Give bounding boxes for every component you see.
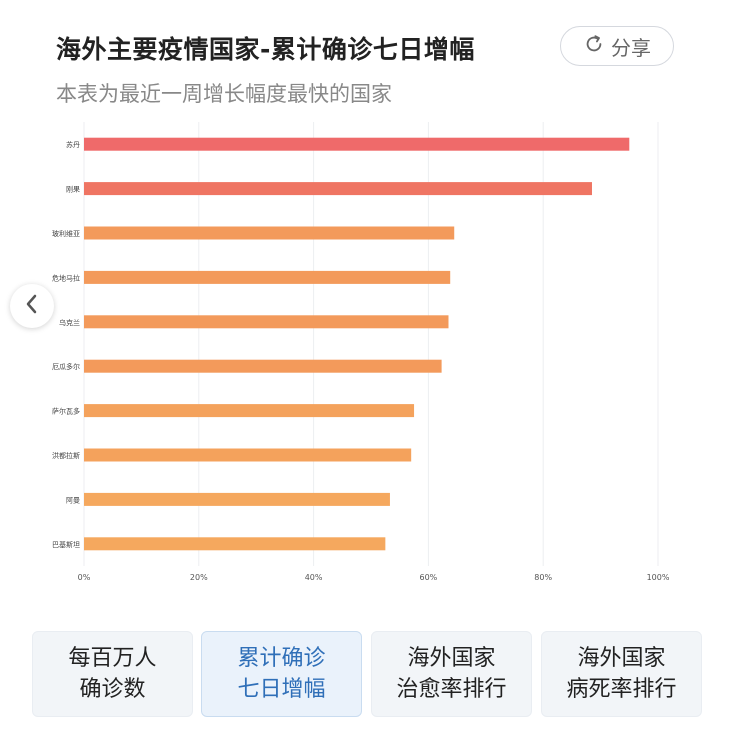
y-category-label: 乌克兰 — [59, 318, 80, 327]
bar-8[interactable] — [84, 492, 390, 506]
chevron-left-icon — [23, 293, 41, 319]
chart-tabs: 每百万人 确诊数 累计确诊 七日增幅 海外国家 治愈率排行 海外国家 病死率排行 — [32, 631, 702, 717]
tab-label-line2: 七日增幅 — [237, 677, 326, 702]
x-tick-label: 20% — [190, 573, 208, 582]
tab-label-line2: 治愈率排行 — [396, 677, 507, 702]
tab-label-line1: 累计确诊 — [237, 646, 326, 671]
tab-fatality-rate-ranking[interactable]: 海外国家 病死率排行 — [541, 631, 702, 717]
tab-label-line2: 病死率排行 — [566, 677, 677, 702]
tab-cases-per-million[interactable]: 每百万人 确诊数 — [32, 631, 193, 717]
tab-label-line1: 海外国家 — [577, 646, 666, 671]
x-tick-label: 40% — [305, 573, 323, 582]
chart-card — [32, 10, 702, 606]
y-category-label: 刚果 — [66, 185, 80, 194]
bar-chart: 0% 20% 40% 60% 80% 100% 苏丹刚果玻利维亚危地马拉乌克兰厄瓜多尔萨尔瓦… — [40, 118, 680, 588]
bar-2[interactable] — [84, 226, 455, 240]
page-title: 海外主要疫情国家-累计确诊七日增幅 — [56, 35, 475, 64]
bar-1[interactable] — [84, 182, 592, 196]
x-tick-label: 60% — [420, 573, 438, 582]
previous-chart-button[interactable] — [10, 284, 54, 328]
tab-label-line1: 海外国家 — [407, 646, 496, 671]
y-category-label: 厄瓜多尔 — [52, 362, 80, 371]
share-label: 分享 — [611, 35, 651, 60]
x-tick-label: 0% — [78, 573, 91, 582]
tab-label-line2: 确诊数 — [79, 677, 146, 702]
page-subtitle: 本表为最近一周增长幅度最快的国家 — [56, 82, 392, 106]
bar-0[interactable] — [84, 137, 630, 151]
x-tick-label: 80% — [534, 573, 552, 582]
share-icon — [583, 33, 605, 60]
share-button[interactable]: 分享 — [560, 26, 674, 66]
y-category-label: 巴基斯坦 — [52, 540, 80, 549]
bar-7[interactable] — [84, 448, 412, 462]
bar-9[interactable] — [84, 537, 386, 551]
x-tick-label: 100% — [647, 573, 670, 582]
y-category-label: 阿曼 — [66, 495, 80, 504]
y-category-label: 萨尔瓦多 — [52, 407, 80, 416]
tab-label-line1: 每百万人 — [68, 646, 157, 671]
y-category-label: 洪都拉斯 — [52, 451, 80, 460]
bar-5[interactable] — [84, 359, 442, 373]
y-category-label: 玻利维亚 — [52, 229, 80, 238]
bar-3[interactable] — [84, 270, 451, 284]
bar-4[interactable] — [84, 315, 449, 329]
y-category-label: 苏丹 — [66, 140, 80, 149]
tab-recovery-rate-ranking[interactable]: 海外国家 治愈率排行 — [371, 631, 532, 717]
bar-6[interactable] — [84, 404, 415, 418]
y-category-label: 危地马拉 — [52, 273, 80, 282]
tab-seven-day-growth[interactable]: 累计确诊 七日增幅 — [201, 631, 362, 717]
